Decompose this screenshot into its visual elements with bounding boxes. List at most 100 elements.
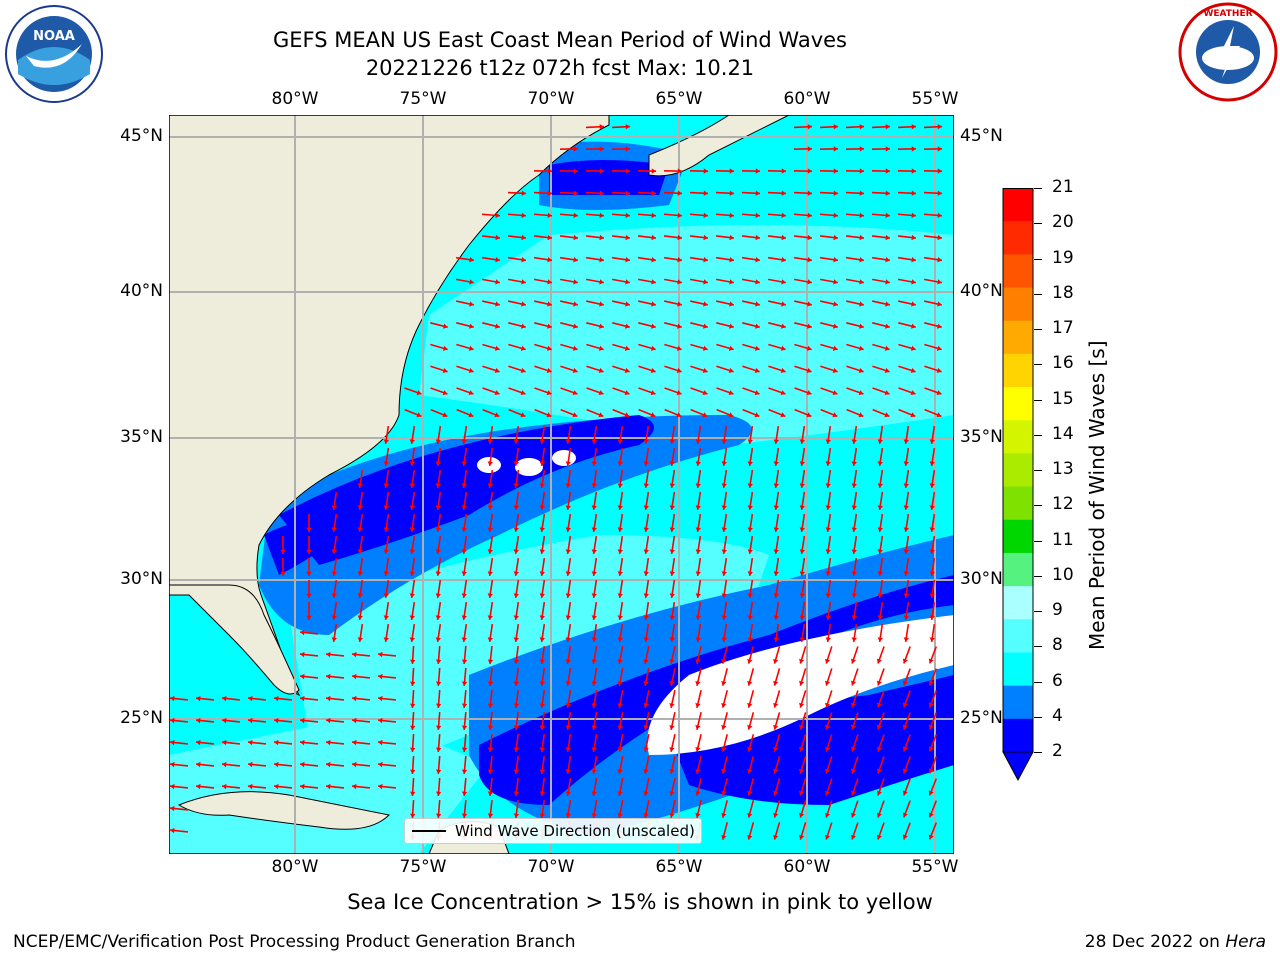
wave-arrow <box>768 343 786 351</box>
wave-arrow <box>825 425 832 445</box>
colorbar-segment <box>1003 320 1033 355</box>
wave-arrow <box>897 212 917 219</box>
lat-tick-label-left: 30°N <box>120 569 163 589</box>
wave-arrow <box>663 212 683 219</box>
wave-arrow <box>689 190 709 196</box>
wave-arrow <box>690 300 708 307</box>
wave-arrow <box>799 535 806 555</box>
wave-arrow <box>430 408 448 418</box>
wave-arrow <box>638 365 656 374</box>
wave-arrow <box>591 711 598 731</box>
wave-arrow <box>799 646 807 664</box>
wave-arrow <box>928 778 938 796</box>
wave-arrow <box>664 322 682 329</box>
wave-arrow <box>799 579 806 599</box>
wave-arrow <box>461 623 468 643</box>
wave-arrow <box>617 557 624 577</box>
wave-arrow <box>461 513 468 533</box>
wave-arrow <box>591 579 598 599</box>
wave-arrow <box>487 513 494 533</box>
colorbar-segment <box>1003 552 1033 587</box>
wave-arrow <box>585 234 605 241</box>
lat-tick-label-left: 35°N <box>120 427 163 447</box>
wave-arrow <box>280 535 286 555</box>
wave-arrow <box>664 300 682 307</box>
wave-arrow <box>793 168 813 174</box>
colorbar-tick-label: 4 <box>1052 705 1063 726</box>
colorbar-segment <box>1003 586 1033 620</box>
wave-arrow <box>487 689 494 709</box>
wave-arrow <box>742 300 760 307</box>
wave-arrow <box>825 601 832 621</box>
wave-arrow <box>871 124 891 130</box>
wave-arrow <box>456 322 474 329</box>
wave-arrow <box>669 756 676 774</box>
wave-arrow <box>876 778 885 796</box>
wave-arrow <box>461 601 468 621</box>
wave-arrow <box>669 646 676 664</box>
wave-arrow <box>195 739 215 746</box>
wave-arrow <box>534 408 552 418</box>
wave-arrow <box>585 124 605 130</box>
wave-arrow <box>169 717 189 724</box>
wave-arrow <box>903 557 910 577</box>
wave-arrow <box>664 387 682 396</box>
wave-arrow <box>565 513 572 533</box>
wave-arrow <box>534 322 552 329</box>
wave-arrow <box>643 535 650 555</box>
wave-arrow <box>924 343 942 351</box>
wave-arrow <box>612 322 630 329</box>
wave-arrow <box>721 425 728 445</box>
wave-arrow <box>877 425 884 445</box>
wave-arrow <box>876 646 885 664</box>
wave-arrow <box>617 734 624 752</box>
wave-arrow <box>929 535 936 555</box>
wave-arrow <box>487 799 494 819</box>
wave-arrow <box>695 535 702 555</box>
colorbar-tick-mark <box>1034 646 1042 648</box>
wave-arrow <box>461 469 468 489</box>
lat-tick-label-left: 45°N <box>120 126 163 146</box>
wave-arrow <box>410 799 416 819</box>
wave-arrow <box>513 535 520 555</box>
wave-arrow <box>482 300 500 307</box>
wave-arrow <box>850 646 859 664</box>
wave-arrow <box>924 408 942 418</box>
wave-arrow <box>565 535 572 555</box>
wave-arrow <box>409 491 416 511</box>
wave-arrow <box>773 557 780 577</box>
wave-arrow <box>824 778 833 796</box>
wave-arrow <box>851 601 858 621</box>
wave-arrow <box>487 711 494 731</box>
lat-tick-label-left: 25°N <box>120 708 163 728</box>
ocean-deep-region <box>264 515 369 575</box>
wave-arrow <box>747 734 755 752</box>
wave-arrow <box>721 447 728 467</box>
footer-machine: Hera <box>1225 932 1266 952</box>
wave-arrow <box>461 557 468 577</box>
lat-tick-label-right: 40°N <box>960 281 1003 301</box>
wave-arrow <box>794 300 812 307</box>
wave-arrow <box>273 717 293 724</box>
wave-arrow <box>799 778 807 796</box>
wave-arrow <box>539 447 546 467</box>
wave-arrow <box>559 256 579 263</box>
wave-arrow <box>929 557 936 577</box>
wave-arrow <box>643 800 650 818</box>
wave-arrow <box>637 190 657 196</box>
chart-subtitle: 20221226 t12z 072h fcst Max: 10.21 <box>365 56 755 80</box>
colorbar-segment <box>1003 353 1033 388</box>
wave-arrow <box>793 124 813 130</box>
wave-arrow <box>461 579 468 599</box>
wave-arrow <box>924 278 942 285</box>
wave-arrow <box>799 668 807 686</box>
wave-arrow <box>643 601 650 621</box>
wave-arrow <box>435 755 442 775</box>
wave-arrow <box>768 387 786 396</box>
wave-arrow <box>508 408 526 418</box>
wave-arrow <box>565 425 572 445</box>
wave-period-map <box>169 115 954 854</box>
wave-arrow <box>533 256 553 263</box>
wave-arrow <box>455 256 475 263</box>
wave-arrow <box>325 673 345 680</box>
